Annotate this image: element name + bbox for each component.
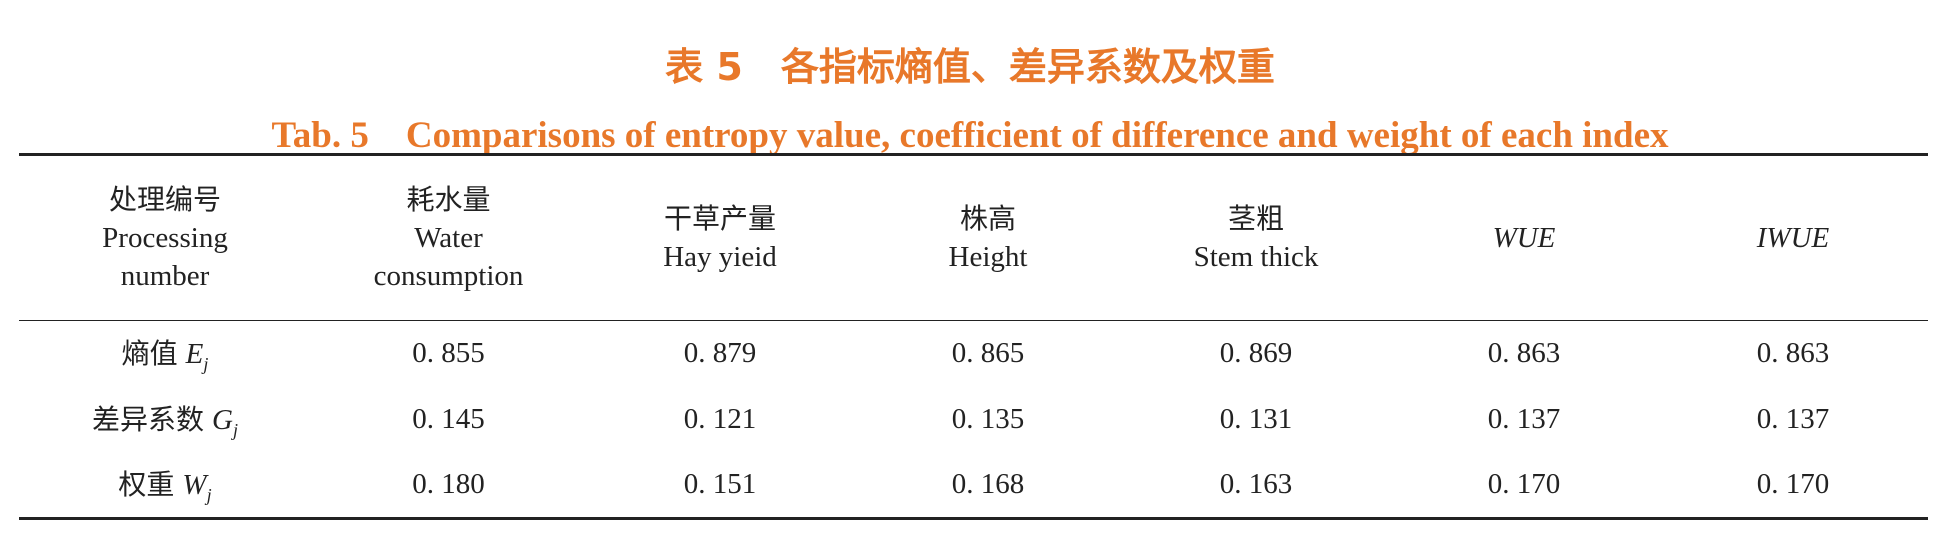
value-cell: 0. 863 <box>1487 337 1561 370</box>
row-label-cell: 差异系数 Gj <box>19 387 311 453</box>
table: 处理编号 Processing number 耗水量 Water consumptio… <box>19 153 1928 520</box>
value-cell: 0. 163 <box>1219 468 1293 501</box>
header-cell: 处理编号 Processing number <box>19 155 311 321</box>
table-head: 处理编号 Processing number 耗水量 Water consumptio… <box>19 154 1928 321</box>
row-label: 权重 <box>118 468 175 502</box>
header-cell: WUE <box>1390 155 1658 321</box>
value-cell: 0. 145 <box>412 403 485 435</box>
table-row: 差异系数 Gj 0. 145 0. 121 0. 135 0. 131 0. 137 0. 1… <box>19 387 1928 453</box>
value-cell: 0. 855 <box>412 337 485 370</box>
header-en: Water consumption <box>373 222 524 292</box>
row-symbol: G <box>212 404 233 437</box>
row-subscript: j <box>206 485 212 506</box>
header-cell: 茎粗 Stem thick <box>1122 155 1390 321</box>
value-cell: 0. 865 <box>951 337 1025 370</box>
row-label: 差异系数 <box>92 403 205 437</box>
header-cell: 株高 Height <box>854 155 1122 321</box>
value-cell: 0. 170 <box>1487 468 1561 501</box>
row-label: 熵值 <box>121 337 178 371</box>
header-cell: 干草产量 Hay yieid <box>586 155 854 321</box>
header-en: Hay yieid <box>663 241 777 273</box>
row-subscript: j <box>232 419 238 440</box>
header-en: WUE <box>1492 222 1556 254</box>
header-row: 处理编号 Processing number 耗水量 Water consumptio… <box>19 154 1928 321</box>
header-cell: 耗水量 Water consumption <box>311 155 586 321</box>
header-en: Stem thick <box>1193 241 1319 273</box>
header-en: Height <box>948 241 1028 273</box>
value-cell: 0. 121 <box>683 403 757 435</box>
value-cell: 0. 168 <box>951 468 1025 501</box>
title-cn: 表 5 各指标熵值、差异系数及权重 <box>665 45 1275 89</box>
value-cell: 0. 869 <box>1219 337 1293 370</box>
value-cell: 0. 131 <box>1219 403 1293 435</box>
table-row: 熵值 Ej 0. 855 0. 879 0. 865 0. 869 0. 863 0. 863 <box>19 321 1928 387</box>
value-cell: 0. 170 <box>1756 468 1830 501</box>
value-cell: 0. 137 <box>1487 403 1561 435</box>
row-label-cell: 权重 Wj <box>19 453 311 519</box>
value-cell: 0. 151 <box>683 468 757 501</box>
row-symbol: W <box>182 469 207 502</box>
header-en: Processing number <box>102 222 228 292</box>
value-cell: 0. 879 <box>683 337 757 370</box>
title-en: Tab. 5 Comparisons of entropy value, coe… <box>271 115 1669 156</box>
table-row: 权重 Wj 0. 180 0. 151 0. 168 0. 163 0. 170 0. 170 <box>19 453 1928 519</box>
header-cn: 干草产量 <box>663 202 776 235</box>
table-body: 熵值 Ej 0. 855 0. 879 0. 865 0. 869 0. 863 0. 863… <box>19 321 1928 519</box>
row-label-cell: 熵值 Ej <box>19 321 311 387</box>
value-cell: 0. 135 <box>951 403 1025 435</box>
header-cn: 茎粗 <box>1227 202 1284 235</box>
header-cell: IWUE <box>1658 155 1928 321</box>
value-cell: 0. 137 <box>1756 403 1830 435</box>
header-en: IWUE <box>1756 222 1830 254</box>
header-cn: 处理编号 <box>108 183 221 216</box>
header-cn: 株高 <box>959 202 1016 235</box>
value-cell: 0. 863 <box>1756 337 1830 370</box>
value-cell: 0. 180 <box>412 468 485 501</box>
row-symbol: E <box>185 338 204 371</box>
header-cn: 耗水量 <box>406 183 491 216</box>
row-subscript: j <box>203 354 209 375</box>
